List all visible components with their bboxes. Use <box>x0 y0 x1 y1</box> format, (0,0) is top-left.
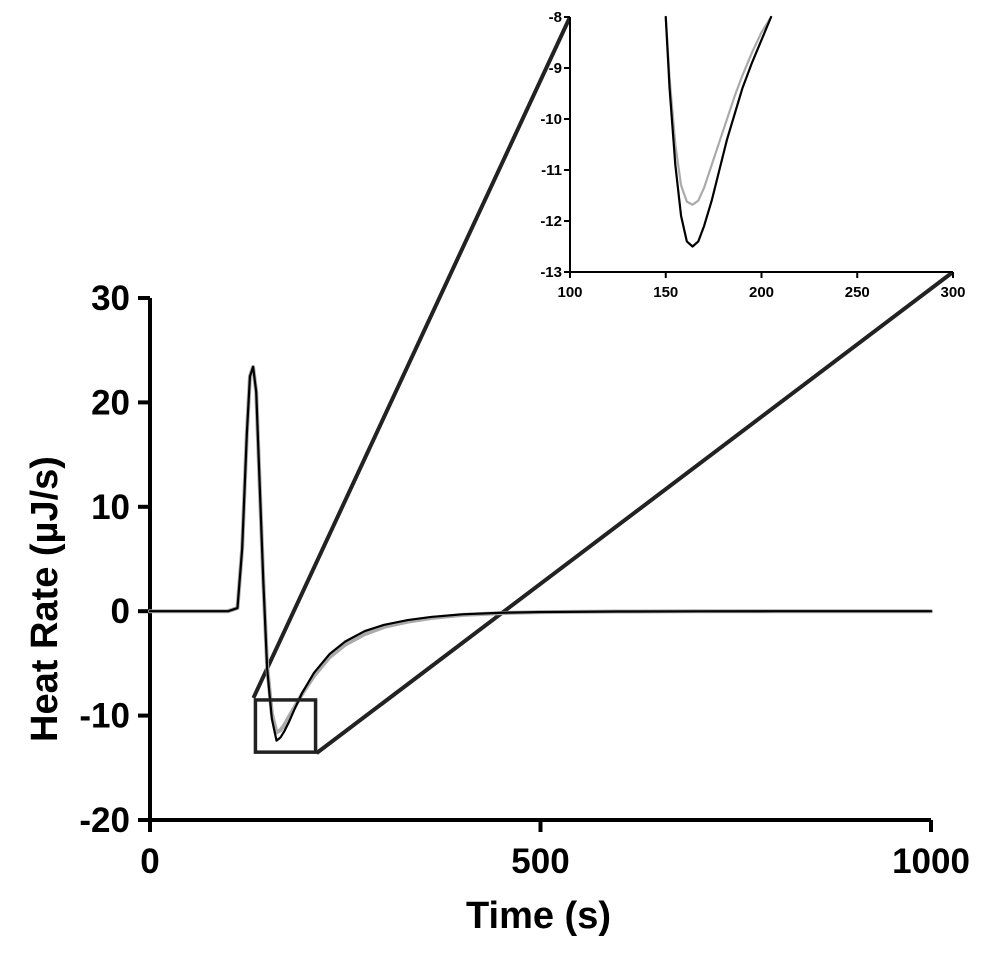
x-tick-label: 500 <box>511 842 569 881</box>
inset-series-line-grey <box>664 15 773 206</box>
y-tick-label: 10 <box>91 488 130 527</box>
y-tick-label: -20 <box>79 801 130 840</box>
inset-series-line-black <box>664 15 773 248</box>
y-tick-label: 30 <box>91 279 130 318</box>
zoom-connector-layer <box>251 16 955 755</box>
inset-y-tick-label: -12 <box>540 213 562 230</box>
y-axis-title: Heat Rate (µJ/s) <box>24 456 66 742</box>
zoom-region-box <box>253 698 318 754</box>
x-axis-title: Time (s) <box>466 895 611 937</box>
inset-y-tick-label: -8 <box>549 9 562 26</box>
inset-x-tick-label: 100 <box>557 284 582 301</box>
y-tick-label: -10 <box>79 697 130 736</box>
inset-y-tick-label: -10 <box>540 111 562 128</box>
x-tick-label: 0 <box>140 842 159 881</box>
y-tick-label: 0 <box>111 592 130 631</box>
inset-plot: -13 -12 -11 -10 -9 -8 100 150 200 250 300 <box>540 9 965 301</box>
inset-x-tick-label: 150 <box>653 284 678 301</box>
zoom-connector-line <box>315 270 955 755</box>
inset-y-tick-label: -13 <box>540 264 562 281</box>
inset-x-tick-label: 300 <box>940 284 965 301</box>
inset-background <box>571 14 956 272</box>
inset-y-tick-label: -9 <box>549 60 562 77</box>
inset-y-tick-label: -11 <box>541 162 562 179</box>
inset-x-tick-label: 200 <box>749 284 774 301</box>
inset-x-tick-label: 250 <box>845 284 870 301</box>
zoom-connector-line <box>251 16 572 699</box>
series-line-black <box>148 365 933 742</box>
x-tick-label: 1000 <box>892 842 970 881</box>
y-tick-label: 20 <box>91 383 130 422</box>
